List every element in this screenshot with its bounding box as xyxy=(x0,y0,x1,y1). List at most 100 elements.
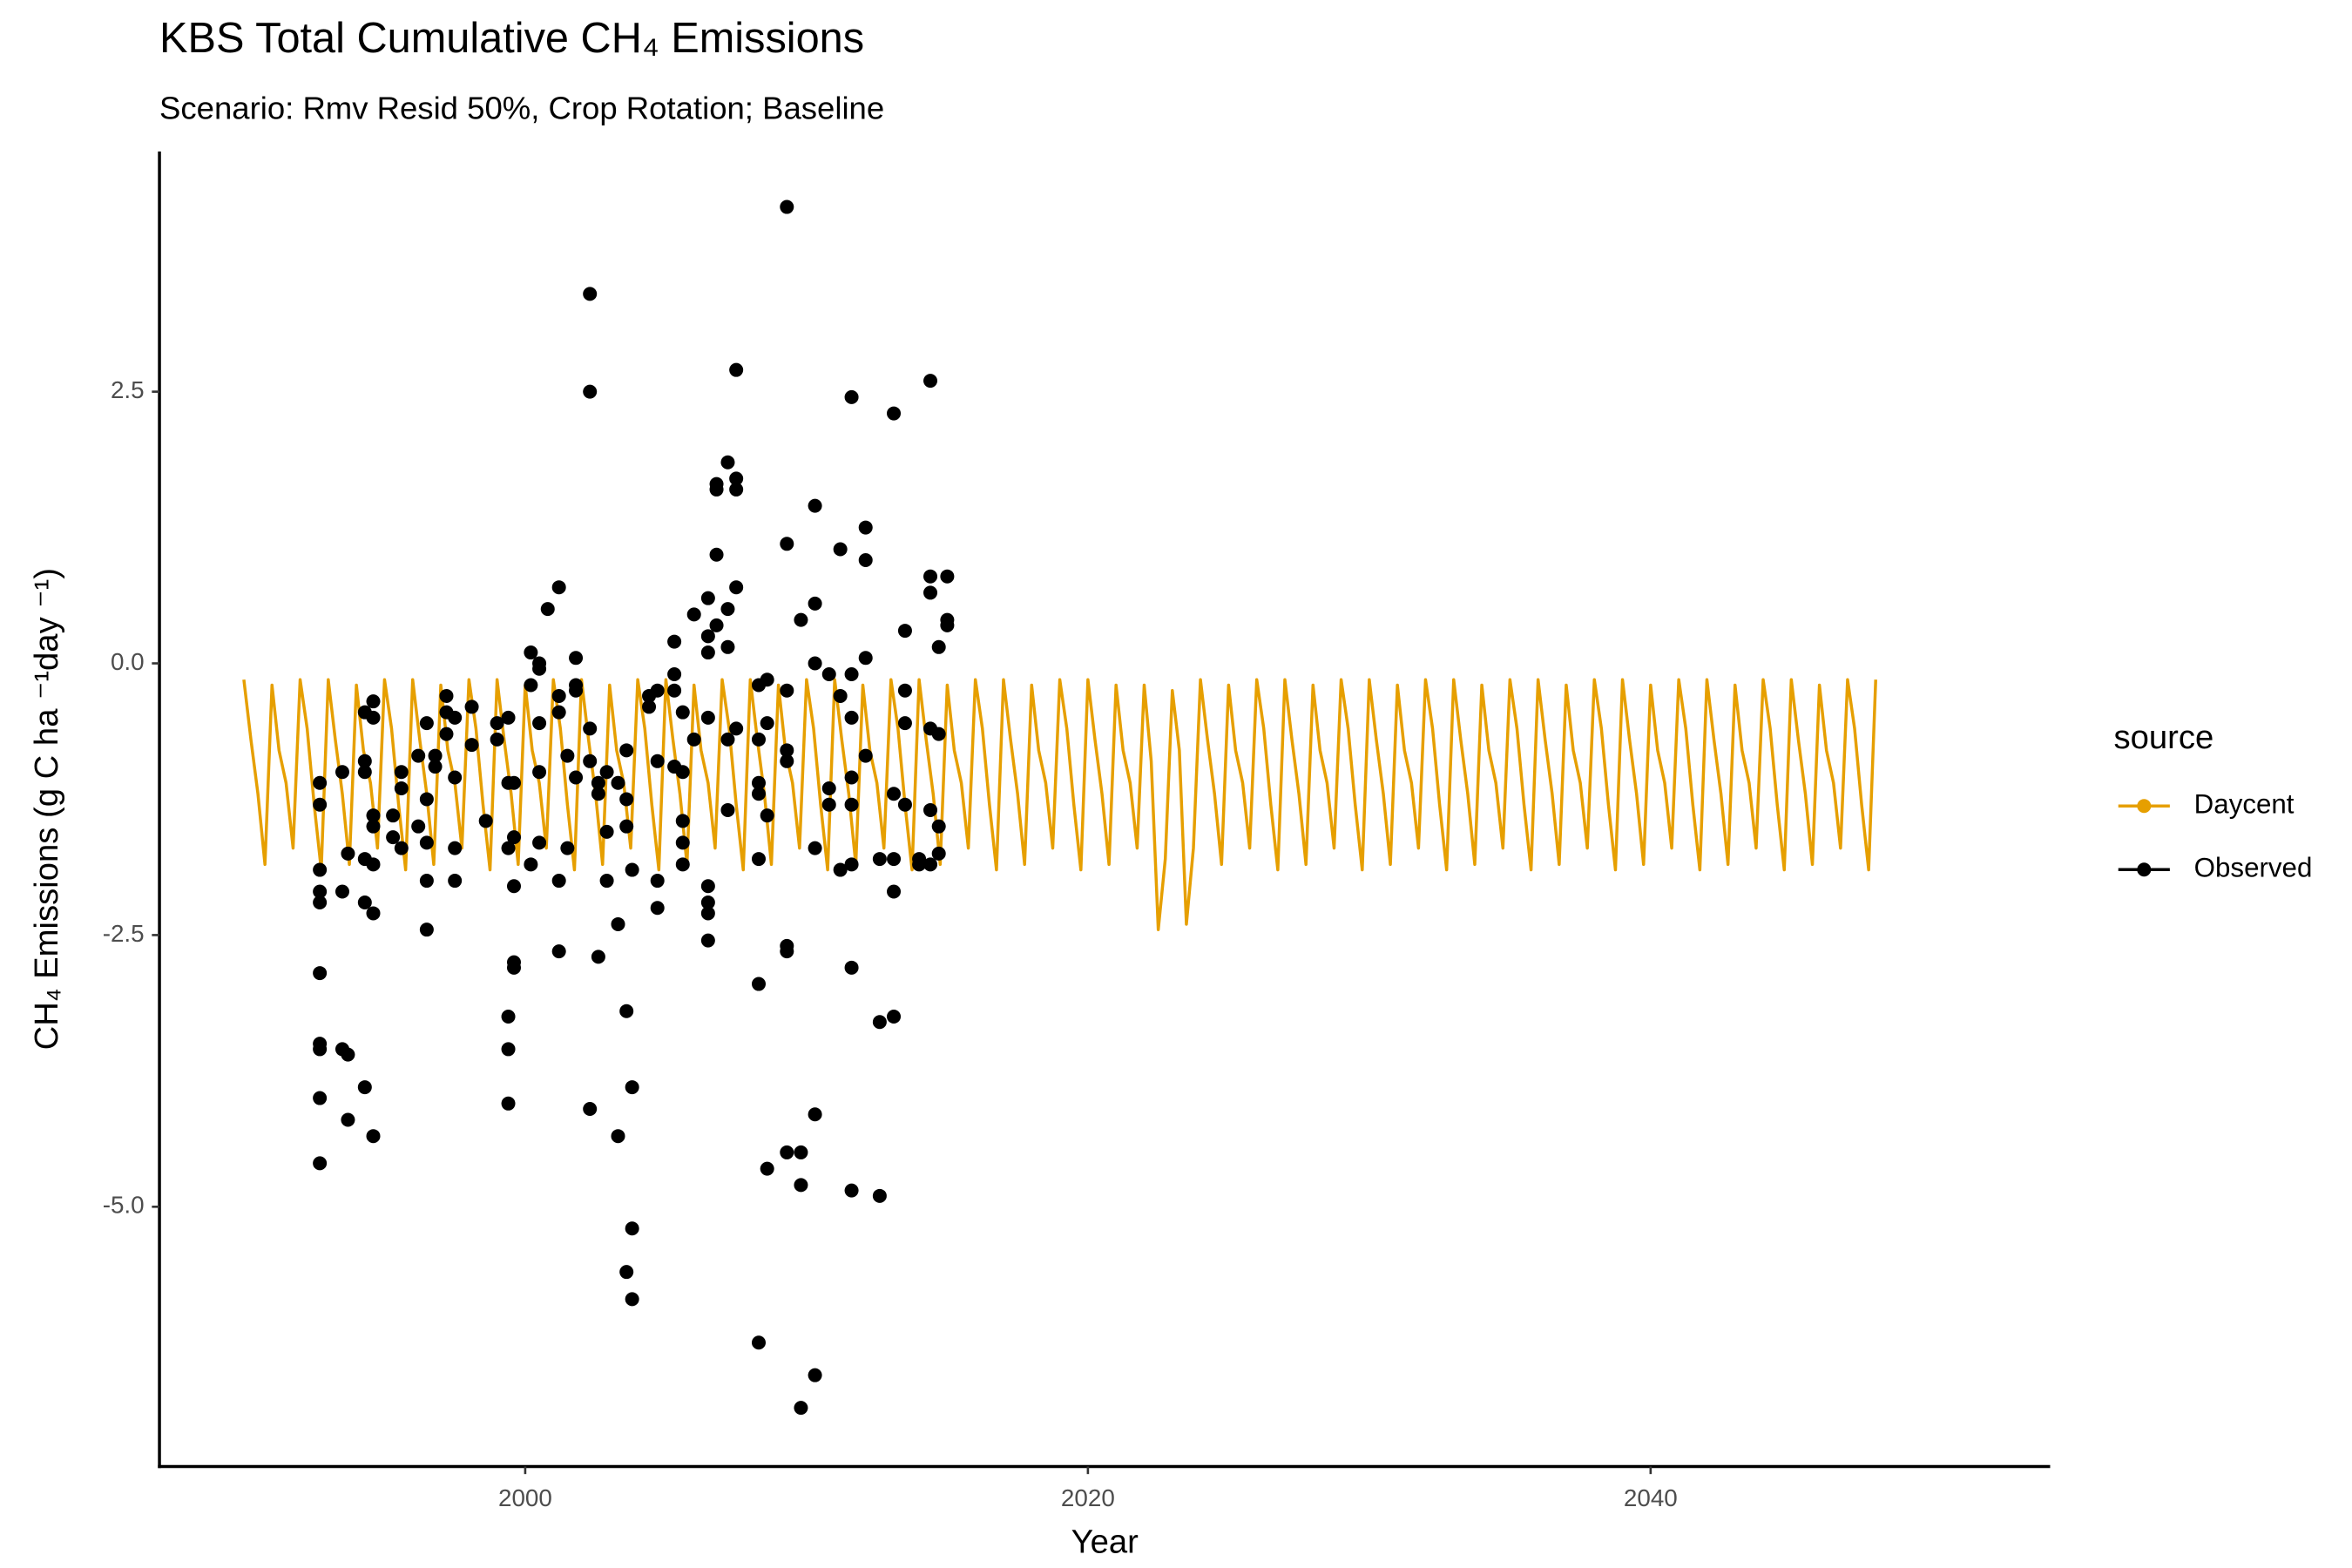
data-point xyxy=(700,645,715,660)
data-point xyxy=(844,1183,859,1198)
y-axis-title: CH₄ Emissions (g C ha ⁻¹day ⁻¹) xyxy=(28,568,65,1050)
data-point xyxy=(650,901,665,916)
data-point xyxy=(700,591,715,605)
data-point xyxy=(821,797,836,812)
data-point xyxy=(560,841,575,855)
data-point xyxy=(448,710,463,725)
data-point xyxy=(448,770,463,785)
data-point xyxy=(569,683,584,698)
data-point xyxy=(751,1335,766,1350)
data-point xyxy=(760,808,774,823)
data-point xyxy=(394,841,409,855)
data-point xyxy=(780,944,794,959)
data-point xyxy=(386,830,401,845)
x-axis-title: Year xyxy=(1071,1523,1139,1560)
data-point xyxy=(366,819,381,834)
y-tick-label: 2.5 xyxy=(111,376,145,403)
data-point xyxy=(844,797,859,812)
data-point xyxy=(366,694,381,709)
data-point xyxy=(897,797,912,812)
data-point xyxy=(448,841,463,855)
data-point xyxy=(650,874,665,889)
data-point xyxy=(532,716,547,731)
data-point xyxy=(887,787,902,801)
data-point xyxy=(794,1145,808,1159)
data-point xyxy=(821,666,836,681)
data-point xyxy=(599,765,614,780)
data-point xyxy=(729,362,744,377)
data-point xyxy=(667,683,682,698)
data-point xyxy=(532,835,547,850)
data-point xyxy=(591,787,605,801)
data-point xyxy=(700,710,715,725)
data-point xyxy=(524,645,538,660)
data-point xyxy=(720,639,735,654)
data-point xyxy=(729,471,744,486)
data-point xyxy=(675,705,690,720)
data-point xyxy=(667,666,682,681)
data-point xyxy=(675,814,690,828)
data-point xyxy=(478,814,493,828)
data-point xyxy=(501,1042,516,1057)
data-point xyxy=(923,857,938,872)
data-point xyxy=(599,824,614,839)
data-point xyxy=(611,916,625,931)
data-point xyxy=(794,612,808,627)
data-point xyxy=(700,933,715,948)
data-point xyxy=(897,716,912,731)
data-point xyxy=(625,1080,639,1095)
y-tick-label: -5.0 xyxy=(103,1192,145,1219)
data-point xyxy=(625,1292,639,1307)
data-point xyxy=(551,580,566,595)
data-point xyxy=(619,819,634,834)
data-point xyxy=(599,874,614,889)
data-point xyxy=(490,716,504,731)
data-point xyxy=(872,1188,887,1203)
data-point xyxy=(794,1401,808,1416)
data-point xyxy=(313,1042,328,1057)
data-point xyxy=(524,678,538,693)
data-point xyxy=(341,1047,355,1062)
data-point xyxy=(751,732,766,747)
data-point xyxy=(619,792,634,807)
data-point xyxy=(931,846,946,861)
data-point xyxy=(419,835,434,850)
data-point xyxy=(532,765,547,780)
data-point xyxy=(490,732,504,747)
data-point xyxy=(560,748,575,763)
data-point xyxy=(507,879,521,894)
data-point xyxy=(760,1161,774,1176)
data-point xyxy=(912,852,927,867)
data-point xyxy=(532,661,547,676)
data-point xyxy=(551,688,566,703)
data-point xyxy=(794,1178,808,1193)
data-point xyxy=(313,862,328,877)
data-point xyxy=(619,743,634,758)
data-point xyxy=(709,547,724,562)
data-point xyxy=(780,683,794,698)
data-point xyxy=(591,775,605,790)
data-point xyxy=(931,819,946,834)
data-point xyxy=(709,476,724,491)
data-point xyxy=(808,1107,822,1122)
data-point xyxy=(858,553,873,568)
data-point xyxy=(335,765,349,780)
data-point xyxy=(507,775,521,790)
data-point xyxy=(751,852,766,867)
data-point xyxy=(357,765,372,780)
data-point xyxy=(583,1102,598,1117)
data-point xyxy=(720,602,735,617)
data-point xyxy=(619,1265,634,1280)
data-point xyxy=(650,683,665,698)
data-point xyxy=(357,895,372,909)
data-point xyxy=(439,727,454,741)
x-tick-label: 2000 xyxy=(498,1484,552,1511)
data-point xyxy=(923,802,938,817)
data-point xyxy=(313,966,328,981)
data-point xyxy=(501,1096,516,1111)
data-point xyxy=(313,1091,328,1105)
data-point xyxy=(524,857,538,872)
chart-subtitle: Scenario: Rmv Resid 50%, Crop Rotation; … xyxy=(159,91,884,126)
